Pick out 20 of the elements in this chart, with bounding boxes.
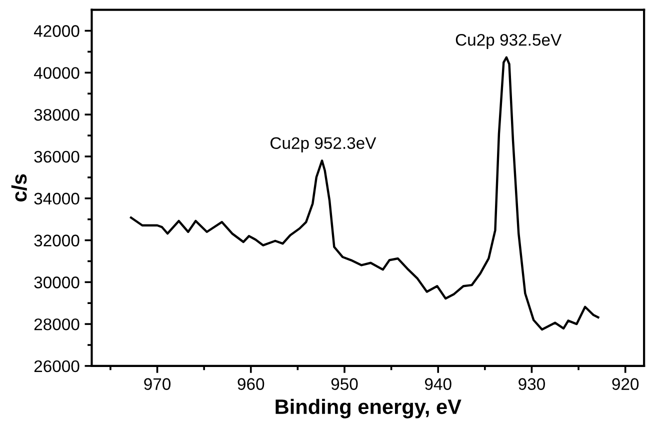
x-tick-label: 970 — [144, 378, 171, 390]
x-tick-label: 960 — [238, 378, 264, 390]
x-tick-label: 950 — [331, 378, 358, 390]
x-tick-label: 930 — [518, 378, 545, 390]
y-tick-label: 34000 — [34, 192, 80, 205]
x-axis-title: Binding energy, eV — [276, 398, 462, 418]
annotation: Cu2p 952.3eV — [270, 137, 376, 152]
x-tick-label: 940 — [424, 378, 452, 390]
y-tick-label: 28000 — [34, 318, 80, 330]
annotation: Cu2p 932.5eV — [456, 34, 562, 50]
y-tick-label: 32000 — [34, 234, 80, 246]
y-tick-label: 30000 — [34, 276, 80, 288]
x-tick-label: 920 — [612, 378, 639, 390]
y-tick-label: 38000 — [34, 108, 80, 121]
y-tick-label: 26000 — [34, 360, 80, 372]
y-tick-label: 36000 — [34, 150, 80, 163]
y-tick-label: 42000 — [34, 25, 80, 37]
y-tick-label: 40000 — [34, 67, 80, 79]
y-axis-title: c/s — [11, 174, 27, 202]
line-series — [130, 56, 600, 331]
